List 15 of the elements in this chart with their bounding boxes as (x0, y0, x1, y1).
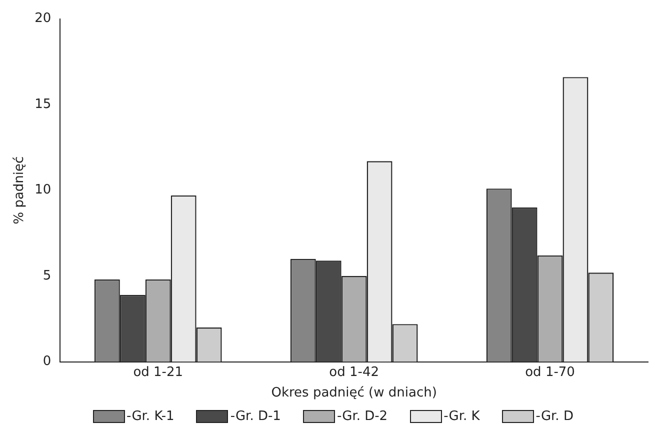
x-tick-label: od 1-42 (329, 364, 379, 380)
y-tick-label: 5 (42, 268, 52, 284)
legend-label: -Gr. K (444, 409, 480, 424)
y-axis-title: % padnięć (12, 156, 28, 224)
y-tick-label: 0 (42, 354, 52, 370)
y-tick-label: 15 (34, 96, 52, 112)
legend-label: -Gr. D-1 (230, 409, 281, 424)
y-tick-label: 10 (34, 182, 52, 198)
x-axis-title: Okres padnięć (w dniach) (271, 386, 437, 401)
legend-label: -Gr. D-2 (336, 409, 388, 424)
x-tick-label: od 1-21 (133, 364, 184, 380)
y-tick-label: 20 (34, 11, 52, 26)
legend-label: -Gr. K-1 (126, 409, 174, 424)
x-tick-label: od 1-70 (525, 364, 575, 380)
legend-label: -Gr. D (536, 409, 574, 424)
